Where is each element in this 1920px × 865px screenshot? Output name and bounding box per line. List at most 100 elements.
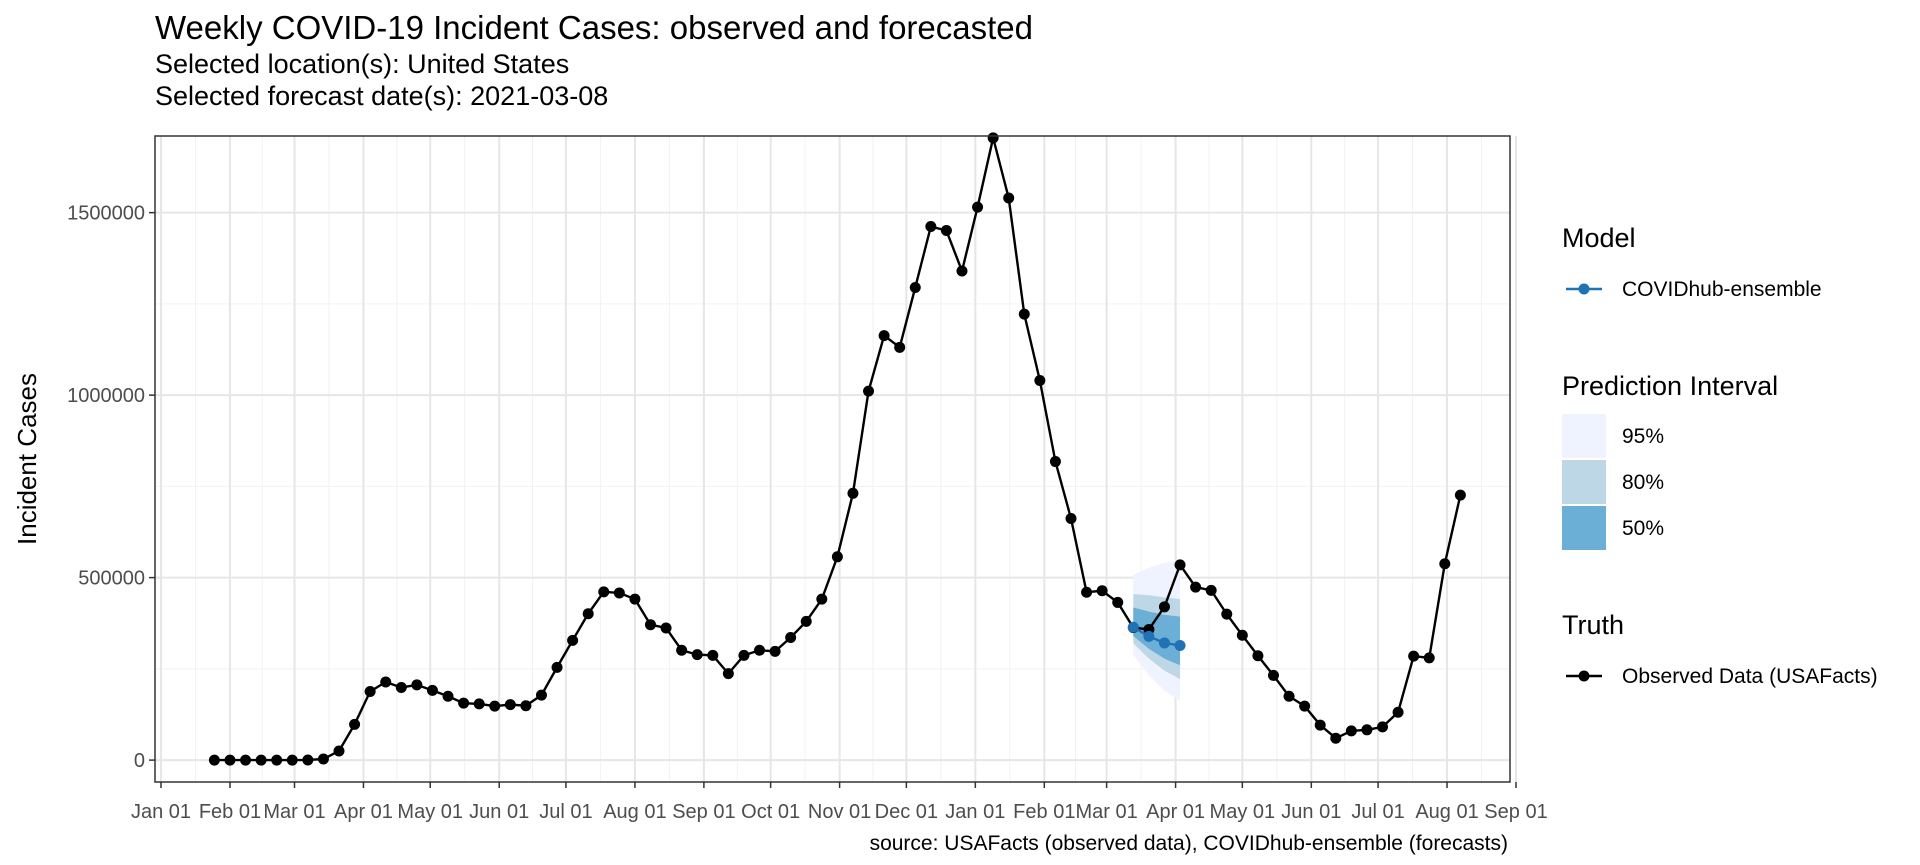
x-tick-label: Jul 01 <box>1351 801 1404 823</box>
data-point-observed-data-usafacts <box>224 754 236 766</box>
data-point-observed-data-usafacts <box>1174 559 1186 571</box>
x-tick-label: Dec 01 <box>875 801 938 823</box>
data-point-observed-data-usafacts <box>1190 581 1202 593</box>
data-point-observed-data-usafacts <box>458 697 470 709</box>
x-tick-label: Jun 01 <box>1281 801 1341 823</box>
data-point-observed-data-usafacts <box>1454 489 1466 501</box>
data-point-observed-data-usafacts <box>1221 608 1233 620</box>
x-tick-label: Aug 01 <box>1415 801 1478 823</box>
data-point-observed-data-usafacts <box>1252 650 1264 662</box>
data-point-observed-data-usafacts <box>847 487 859 499</box>
data-point-observed-data-usafacts <box>598 586 610 598</box>
x-tick-label: Sep 01 <box>1484 801 1547 823</box>
data-point-observed-data-usafacts <box>255 754 267 766</box>
data-point-observed-data-usafacts <box>380 676 392 688</box>
x-tick-label: Mar 01 <box>263 801 325 823</box>
legend-key-point <box>1578 283 1590 295</box>
grid <box>155 136 1517 782</box>
data-point-observed-data-usafacts <box>972 201 984 213</box>
data-point-observed-data-usafacts <box>317 753 329 765</box>
y-tick-label: 0 <box>134 750 145 772</box>
x-tick-label: Jul 01 <box>539 801 592 823</box>
x-tick-label: Mar 01 <box>1075 801 1137 823</box>
data-point-observed-data-usafacts <box>1299 700 1311 712</box>
series <box>208 132 1466 766</box>
data-point-observed-data-usafacts <box>754 644 766 656</box>
data-point-covidhub-ensemble <box>1143 630 1155 642</box>
data-point-observed-data-usafacts <box>567 634 579 646</box>
legend-key-swatch <box>1562 414 1606 458</box>
x-tick-label: May 01 <box>397 801 463 823</box>
data-point-observed-data-usafacts <box>691 649 703 661</box>
x-tick-label: Oct 01 <box>741 801 800 823</box>
data-point-observed-data-usafacts <box>1439 558 1451 570</box>
data-point-observed-data-usafacts <box>1018 308 1030 320</box>
data-point-observed-data-usafacts <box>738 649 750 661</box>
x-tick-label: Feb 01 <box>1013 801 1075 823</box>
data-point-observed-data-usafacts <box>504 699 516 711</box>
data-point-observed-data-usafacts <box>520 700 532 712</box>
x-tick-label: Jun 01 <box>469 801 529 823</box>
prediction-band-50 <box>1133 607 1181 666</box>
data-point-observed-data-usafacts <box>987 132 999 144</box>
data-point-observed-data-usafacts <box>722 668 734 680</box>
data-point-observed-data-usafacts <box>333 745 345 757</box>
data-point-observed-data-usafacts <box>302 754 314 766</box>
data-point-observed-data-usafacts <box>1267 669 1279 681</box>
data-point-observed-data-usafacts <box>473 698 485 710</box>
data-point-observed-data-usafacts <box>956 265 968 277</box>
y-tick-label: 1000000 <box>67 385 145 407</box>
y-tick-label: 500000 <box>78 568 145 590</box>
legend-label-interval: 50% <box>1622 517 1664 540</box>
data-point-observed-data-usafacts <box>613 587 625 599</box>
data-point-observed-data-usafacts <box>1205 584 1217 596</box>
data-point-observed-data-usafacts <box>582 608 594 620</box>
data-point-observed-data-usafacts <box>800 615 812 627</box>
x-tick-label: May 01 <box>1210 801 1276 823</box>
data-point-observed-data-usafacts <box>831 551 843 563</box>
data-point-observed-data-usafacts <box>878 330 890 342</box>
x-tick-label: Jan 01 <box>131 801 191 823</box>
data-point-observed-data-usafacts <box>1049 456 1061 468</box>
legend-title-model: Model <box>1562 223 1636 253</box>
x-tick-label: Apr 01 <box>334 801 393 823</box>
data-point-observed-data-usafacts <box>1236 629 1248 641</box>
data-point-observed-data-usafacts <box>442 690 454 702</box>
chart-titles: Weekly COVID-19 Incident Cases: observed… <box>155 8 1033 112</box>
data-point-observed-data-usafacts <box>644 619 656 631</box>
data-point-observed-data-usafacts <box>1392 706 1404 718</box>
data-point-observed-data-usafacts <box>489 700 501 712</box>
legend-key-point <box>1578 670 1590 682</box>
data-point-observed-data-usafacts <box>1065 512 1077 524</box>
legend-key-swatch <box>1562 506 1606 550</box>
data-point-observed-data-usafacts <box>426 684 438 696</box>
chart-subtitle-location: Selected location(s): United States <box>155 49 570 79</box>
legend-label-interval: 80% <box>1622 471 1664 494</box>
data-point-observed-data-usafacts <box>364 685 376 697</box>
data-point-observed-data-usafacts <box>1423 652 1435 664</box>
legend-label-model: COVIDhub-ensemble <box>1622 278 1822 301</box>
data-point-observed-data-usafacts <box>676 644 688 656</box>
data-point-observed-data-usafacts <box>349 718 361 730</box>
data-point-observed-data-usafacts <box>1314 719 1326 731</box>
data-point-covidhub-ensemble <box>1127 621 1139 633</box>
legend-title-interval: Prediction Interval <box>1562 371 1778 401</box>
data-point-observed-data-usafacts <box>1003 192 1015 204</box>
data-point-observed-data-usafacts <box>1361 724 1373 736</box>
data-point-observed-data-usafacts <box>551 661 563 673</box>
data-point-observed-data-usafacts <box>535 689 547 701</box>
data-point-observed-data-usafacts <box>208 754 220 766</box>
data-point-observed-data-usafacts <box>1158 601 1170 613</box>
data-point-observed-data-usafacts <box>629 593 641 605</box>
data-point-observed-data-usafacts <box>1081 586 1093 598</box>
data-point-observed-data-usafacts <box>894 341 906 353</box>
data-point-covidhub-ensemble <box>1174 640 1186 652</box>
prediction-bands <box>1133 560 1181 701</box>
data-point-observed-data-usafacts <box>1330 732 1342 744</box>
legend-label-interval: 95% <box>1622 425 1664 448</box>
data-point-observed-data-usafacts <box>785 631 797 643</box>
data-point-observed-data-usafacts <box>1283 690 1295 702</box>
data-point-observed-data-usafacts <box>1112 596 1124 608</box>
